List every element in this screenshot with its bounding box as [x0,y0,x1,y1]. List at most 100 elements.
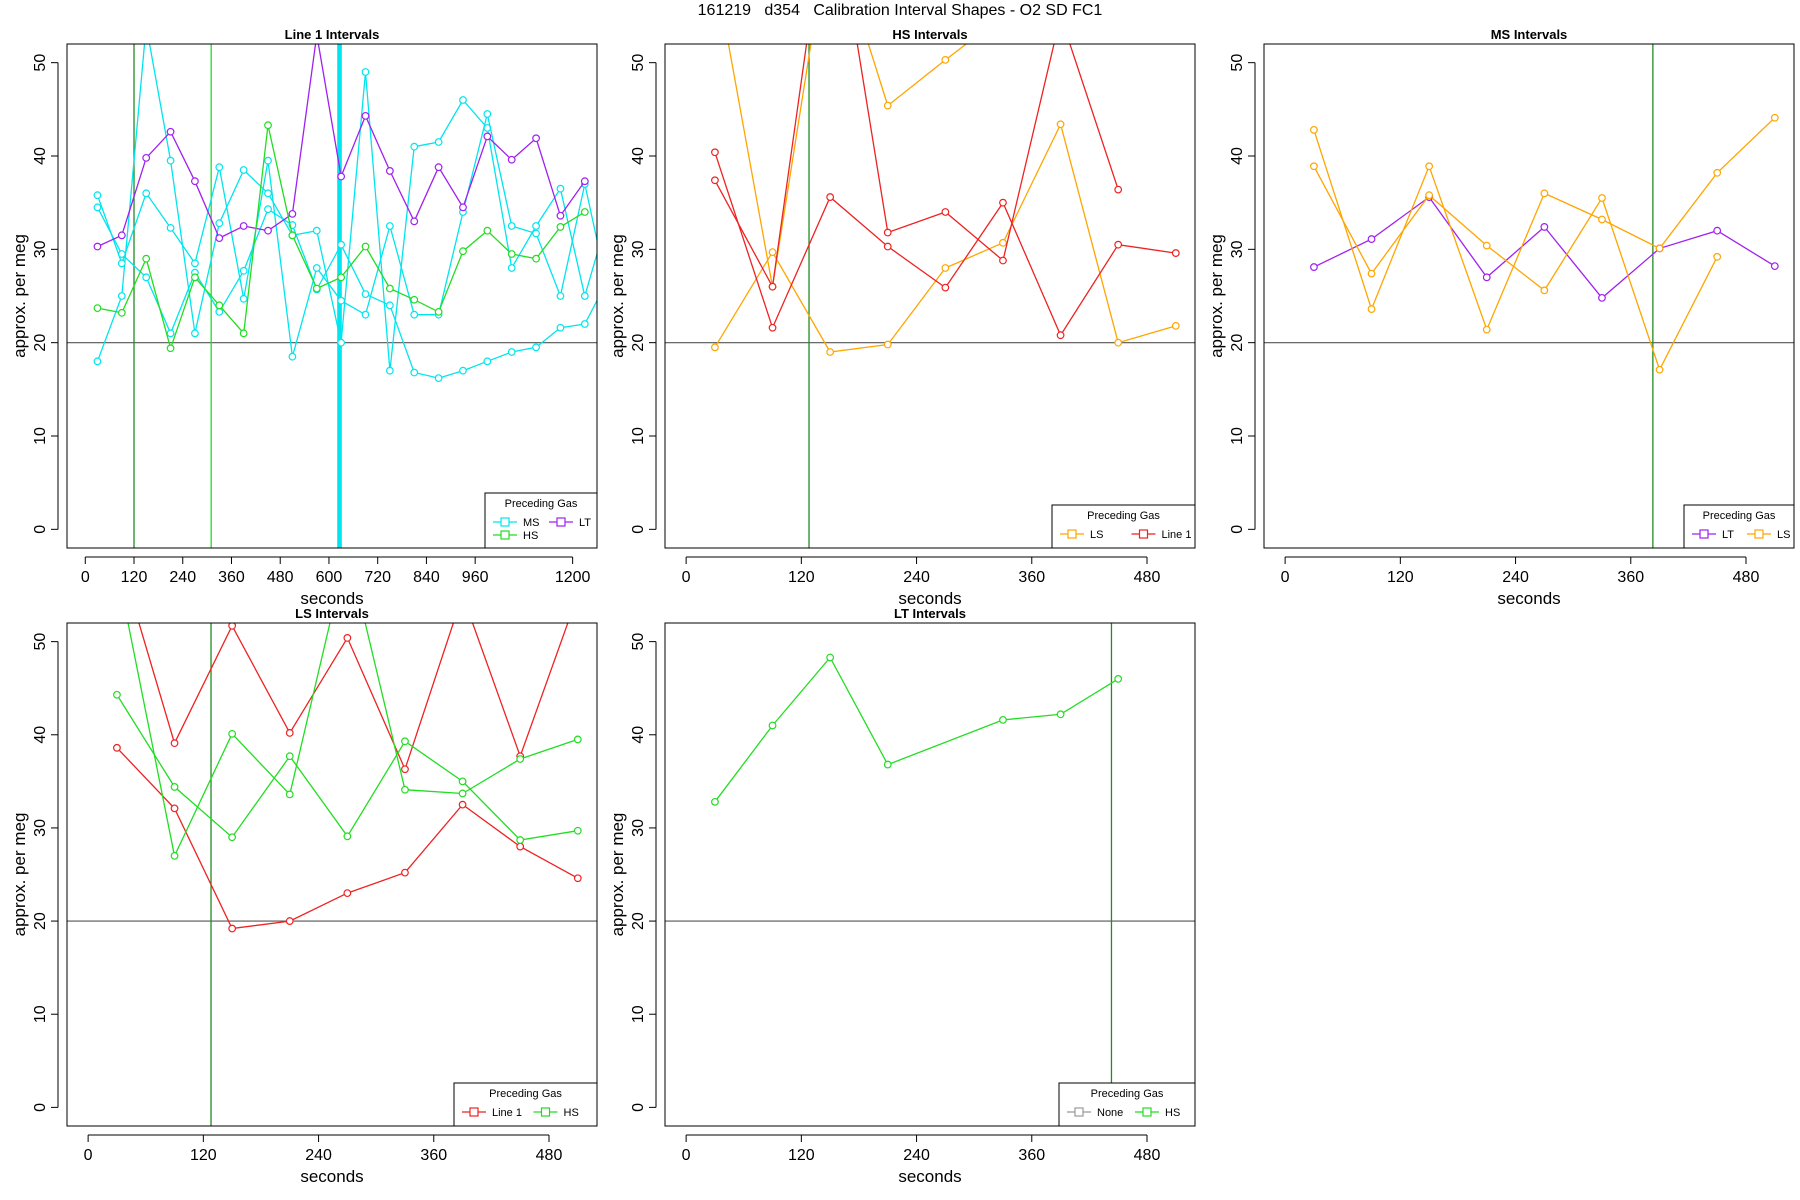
data-point [532,229,540,238]
legend-label: LT [1722,529,1734,541]
y-tick-label: 30 [32,819,49,837]
data-point [343,634,352,642]
y-tick-label: 10 [630,427,647,445]
data-point [883,760,892,769]
x-tick-label: 0 [682,569,691,586]
data-point [573,826,582,835]
chart-panel-5: LT Intervals 0 10 20 30 40 50 approx. per meg 0 1… [608,606,1196,1186]
y-tick-label: 0 [32,525,49,534]
legend-title: Preceding Gas [1087,510,1160,522]
data-point [516,842,525,851]
data-point [580,292,589,300]
y-tick-label: 40 [630,147,647,165]
y-tick-label: 30 [630,240,647,258]
x-tick-label: 0 [1281,569,1290,586]
chart-panel-3: MS Intervals 0 10 20 30 40 50 approx. per meg 0 1… [1207,27,1795,608]
legend-label: LS [1090,529,1103,541]
data-point [532,134,540,143]
x-tick-label: 240 [1502,569,1529,586]
data-point [941,55,950,64]
legend-label: Line 1 [1162,529,1192,541]
series-line [96,206,597,379]
data-point [93,203,102,212]
data-point [458,777,467,786]
data-point [410,217,419,226]
y-tick-label: 10 [32,427,49,445]
data-point [288,231,297,240]
data-point [574,592,581,599]
chart-title: Line 1 Intervals [285,27,380,42]
data-point [711,343,719,352]
data-point [288,209,297,218]
legend-swatch [1074,1107,1084,1117]
data-point [711,797,719,806]
plot-frame [664,43,1196,549]
series-line [1313,165,1718,372]
data-point [941,283,950,292]
legend-title: Preceding Gas [1091,1088,1164,1100]
figure-title: 161219 d354 Calibration Interval Shapes … [697,2,1103,19]
x-axis-label: seconds [898,1167,961,1186]
legend-item: LT [1692,529,1734,541]
data-point [1171,321,1180,330]
y-axis-label: approx. per meg [608,234,627,358]
data-point [459,203,467,212]
x-tick-label: 360 [420,1147,447,1164]
data-point [361,242,370,251]
data-point [999,715,1007,724]
y-tick-label: 40 [630,726,647,744]
x-tick-label: 120 [788,1147,815,1164]
data-point [410,295,419,304]
legend-item: Line 1 [1131,529,1192,541]
data-point [1540,223,1549,231]
data-point [1056,120,1065,129]
data-point [507,155,516,164]
x-tick-label: 480 [1733,569,1760,586]
legend-swatch [500,530,510,540]
data-point [385,284,394,293]
data-point [239,166,248,174]
x-axis-label: seconds [300,589,363,608]
x-axis-label: seconds [1497,589,1560,608]
data-point [1056,331,1065,340]
legend-label: HS [1165,1107,1180,1119]
data-point [361,310,370,319]
data-point [401,765,409,774]
data-point [170,739,179,748]
data-point [401,737,409,746]
data-point [434,163,443,172]
data-point [1056,710,1065,719]
data-point [1482,241,1491,250]
series-line [96,113,597,357]
y-axis: 0 10 20 30 40 50 approx. per meg [10,54,59,534]
data-point [459,366,467,375]
legend-label: None [1097,1107,1123,1119]
y-tick-label: 50 [32,633,49,651]
data-point [142,254,151,263]
data-point [1540,189,1549,198]
x-tick-label: 360 [1617,569,1644,586]
data-point [385,301,394,310]
data-point [114,564,121,571]
legend-item: MS [493,517,540,529]
data-point [264,156,272,165]
series-line [714,44,1119,289]
data-point [1770,262,1779,271]
data-point [166,329,175,338]
data-point [1114,185,1123,194]
x-tick-label: 240 [903,569,930,586]
x-axis: 0 120 240 360 480 600 720 840 960 1200 seconds [81,556,591,608]
series-line [714,152,1176,337]
y-tick-label: 50 [32,54,49,72]
y-tick-label: 50 [1229,54,1246,72]
x-tick-label: 120 [788,569,815,586]
data-point [580,177,589,186]
plot-frame [66,622,598,1127]
data-point [434,138,443,146]
chart-title: HS Intervals [892,27,967,42]
legend-swatch [1142,1107,1152,1117]
legend: Preceding Gas MS LT HS [484,492,598,549]
data-point [191,177,199,186]
data-point [883,242,892,251]
data-point [580,320,589,328]
